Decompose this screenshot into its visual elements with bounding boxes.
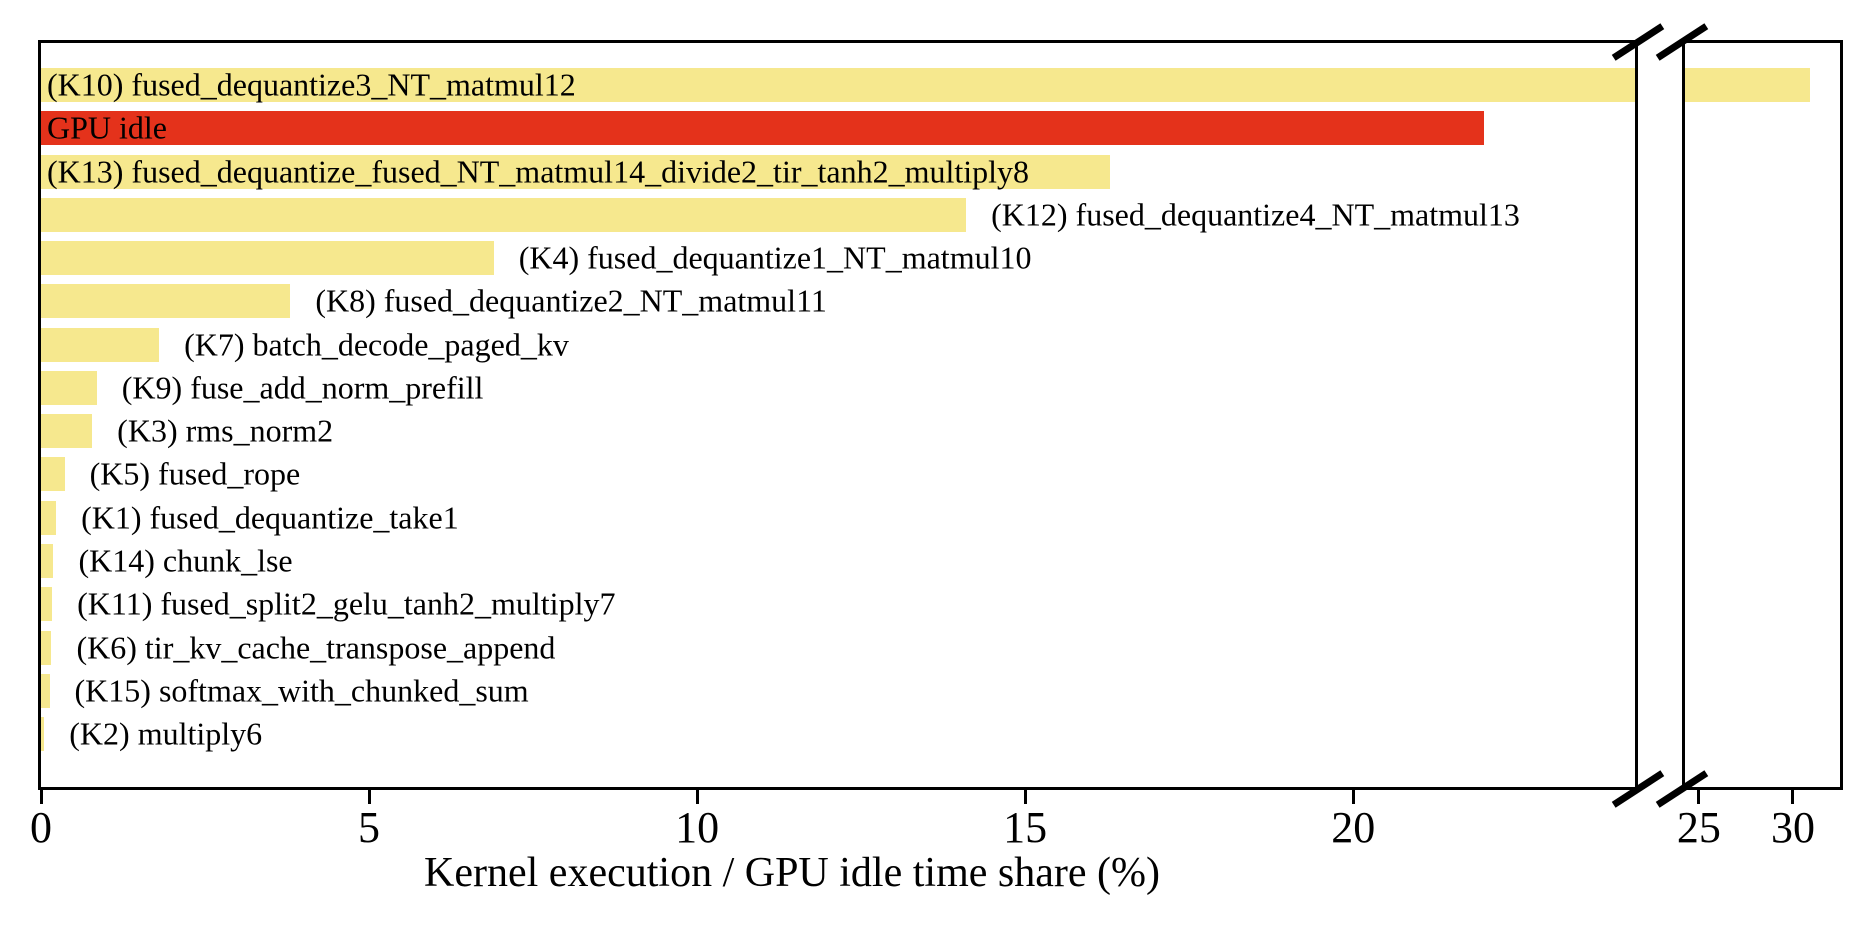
bar-K5 [41,457,65,492]
bar-K10 [41,68,1635,102]
x-tick-10 [695,790,699,804]
bar-K15 [41,673,50,708]
bar-K12 [41,197,967,232]
bar-K4 [41,241,494,276]
bar-K1 [41,500,57,535]
x-tick-15 [1023,790,1027,804]
bar-label-K14: (K14) chunk_lse [78,542,293,579]
x-tick-label-5: 5 [358,803,381,852]
bar-K3 [41,414,93,449]
bar-label-K9: (K9) fuse_add_norm_prefill [121,369,484,406]
x-tick-label-25: 25 [1676,803,1721,852]
bar-K7 [41,327,160,362]
x-tick-30 [1791,790,1795,804]
bar-K9 [41,370,97,405]
bar-K2 [41,717,45,752]
bar-label-K10: (K10) fused_dequantize3_NT_matmul12 [47,66,576,103]
bar-label-K3: (K3) rms_norm2 [117,412,334,449]
x-tick-label-30: 30 [1770,803,1815,852]
x-axis-label: Kernel execution / GPU idle time share (… [424,850,1160,896]
bar-K6 [41,630,52,665]
x-tick-label-10: 10 [675,803,720,852]
bar-label-K7: (K7) batch_decode_paged_kv [184,325,569,362]
bar-label-K12: (K12) fused_dequantize4_NT_matmul13 [991,196,1520,233]
x-tick-label-15: 15 [1003,803,1048,852]
bar-label-K15: (K15) softmax_with_chunked_sum [74,672,529,709]
x-tick-label-20: 20 [1331,803,1376,852]
bar-label-K4: (K4) fused_dequantize1_NT_matmul10 [518,239,1032,276]
bar-GPU-idle [41,111,1485,146]
bar-label-GPU-idle: GPU idle [47,109,167,146]
bar-label-K11: (K11) fused_split2_gelu_tanh2_multiply7 [77,585,616,622]
bar-K14 [41,543,54,578]
axis-right-panel [1682,40,1843,790]
x-tick-0 [39,790,43,804]
bar-K13 [41,154,1111,189]
bar-label-K1: (K1) fused_dequantize_take1 [81,499,459,536]
x-tick-5 [367,790,371,804]
bar-K10-right-segment [1685,68,1810,102]
x-tick-20 [1351,790,1355,804]
x-tick-25 [1697,790,1701,804]
bar-label-K13: (K13) fused_dequantize_fused_NT_matmul14… [47,152,1030,189]
bar-label-K5: (K5) fused_rope [89,455,301,492]
bar-label-K2: (K2) multiply6 [69,715,263,752]
bar-label-K6: (K6) tir_kv_cache_transpose_append [76,628,556,665]
bar-label-K8: (K8) fused_dequantize2_NT_matmul11 [315,282,827,319]
bar-K8 [41,284,291,319]
x-tick-label-0: 0 [30,803,52,852]
bar-K11 [41,587,53,622]
